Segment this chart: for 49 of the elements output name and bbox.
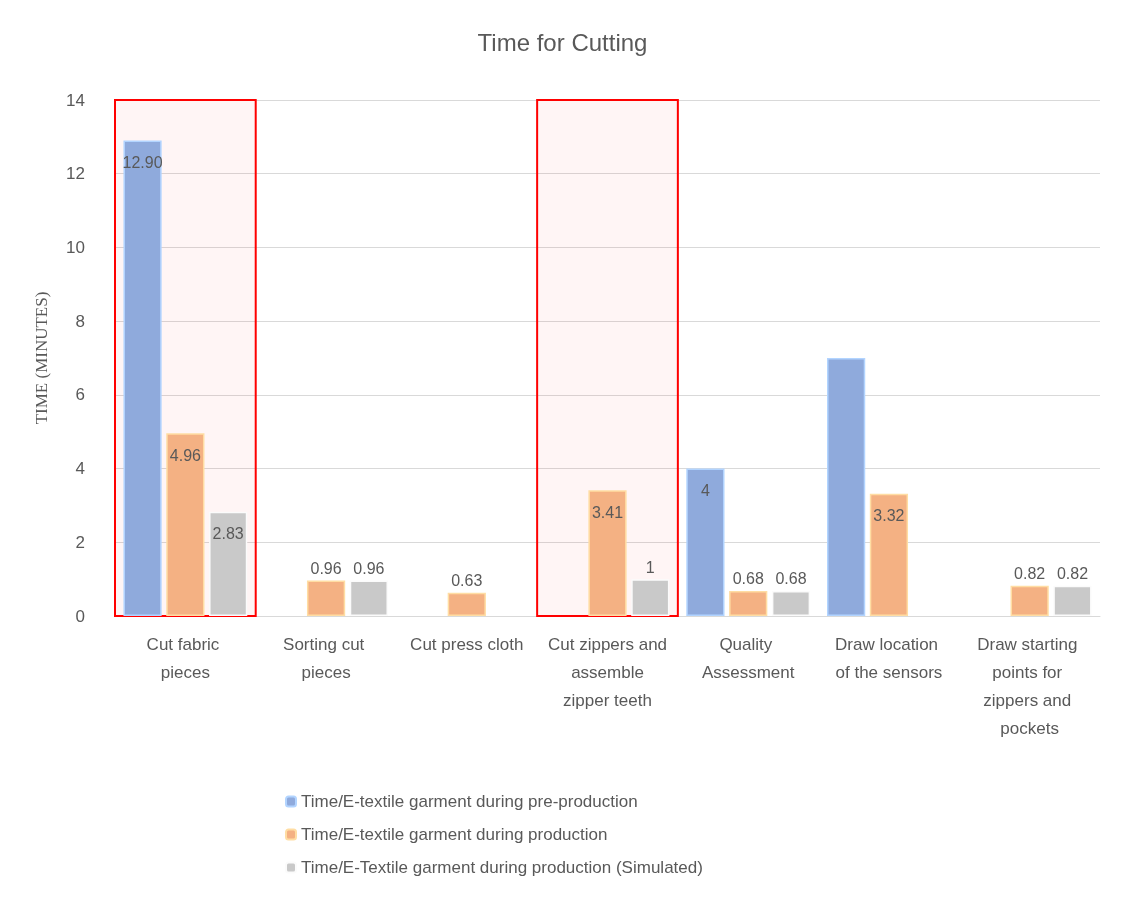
data-label: 0.96 (310, 560, 342, 578)
legend-label: Time/E-textile garment during pre-production (301, 792, 638, 811)
x-tick-label: Quality Assessment (701, 634, 795, 682)
data-label: 12.90 (122, 154, 163, 172)
bar (166, 433, 205, 616)
bar (827, 358, 866, 616)
data-label: 0.63 (451, 572, 483, 590)
data-label: 0.68 (732, 570, 764, 588)
bar (588, 490, 627, 616)
y-tick-label: 12 (66, 164, 85, 184)
y-tick-label: 10 (66, 237, 85, 257)
bar (729, 590, 768, 616)
x-tick-label: Cut zippers and assemble zipper teeth (547, 634, 668, 710)
data-label: 0.68 (775, 570, 807, 588)
y-tick-label: 2 (75, 532, 85, 552)
legend-label: Time/E-Textile garment during production (Simulated) (301, 858, 703, 877)
x-tick-label: Cut press cloth (410, 634, 524, 654)
data-label: 3.32 (873, 507, 905, 525)
chart-title: Time for Cutting (477, 28, 648, 56)
legend-label: Time/E-textile garment during production (301, 825, 608, 844)
bar (1010, 585, 1049, 616)
y-tick-label: 0 (75, 606, 85, 626)
x-tick-label: Draw location of the sensors (835, 634, 943, 682)
bar (869, 493, 909, 616)
data-label: 0.82 (1014, 565, 1046, 583)
y-tick-label: 4 (75, 459, 85, 479)
data-label: 4 (700, 482, 710, 500)
bar (349, 580, 388, 616)
y-tick-label: 6 (75, 385, 85, 405)
bar (123, 140, 162, 616)
data-label: 0.96 (353, 560, 385, 578)
data-label: 4.96 (169, 446, 202, 464)
bar (209, 511, 248, 616)
x-tick-label: Cut fabric pieces (146, 634, 225, 682)
x-tick-label: Sorting cut pieces (283, 634, 370, 682)
data-label: 0.82 (1056, 565, 1089, 583)
bar (1053, 585, 1092, 616)
bar (631, 579, 670, 616)
y-axis-title: TIME (MINUTES) (32, 291, 51, 425)
y-tick-label: 14 (66, 90, 85, 110)
y-tick-label: 8 (75, 311, 85, 331)
bar (306, 580, 346, 616)
data-label: 1 (645, 558, 655, 576)
x-tick-label: Draw starting points for zippers and pockets (977, 634, 1083, 738)
data-label: 3.41 (591, 503, 624, 521)
bar (771, 590, 811, 616)
bar (686, 468, 725, 616)
data-label: 2.83 (212, 525, 244, 543)
bar (447, 592, 486, 616)
